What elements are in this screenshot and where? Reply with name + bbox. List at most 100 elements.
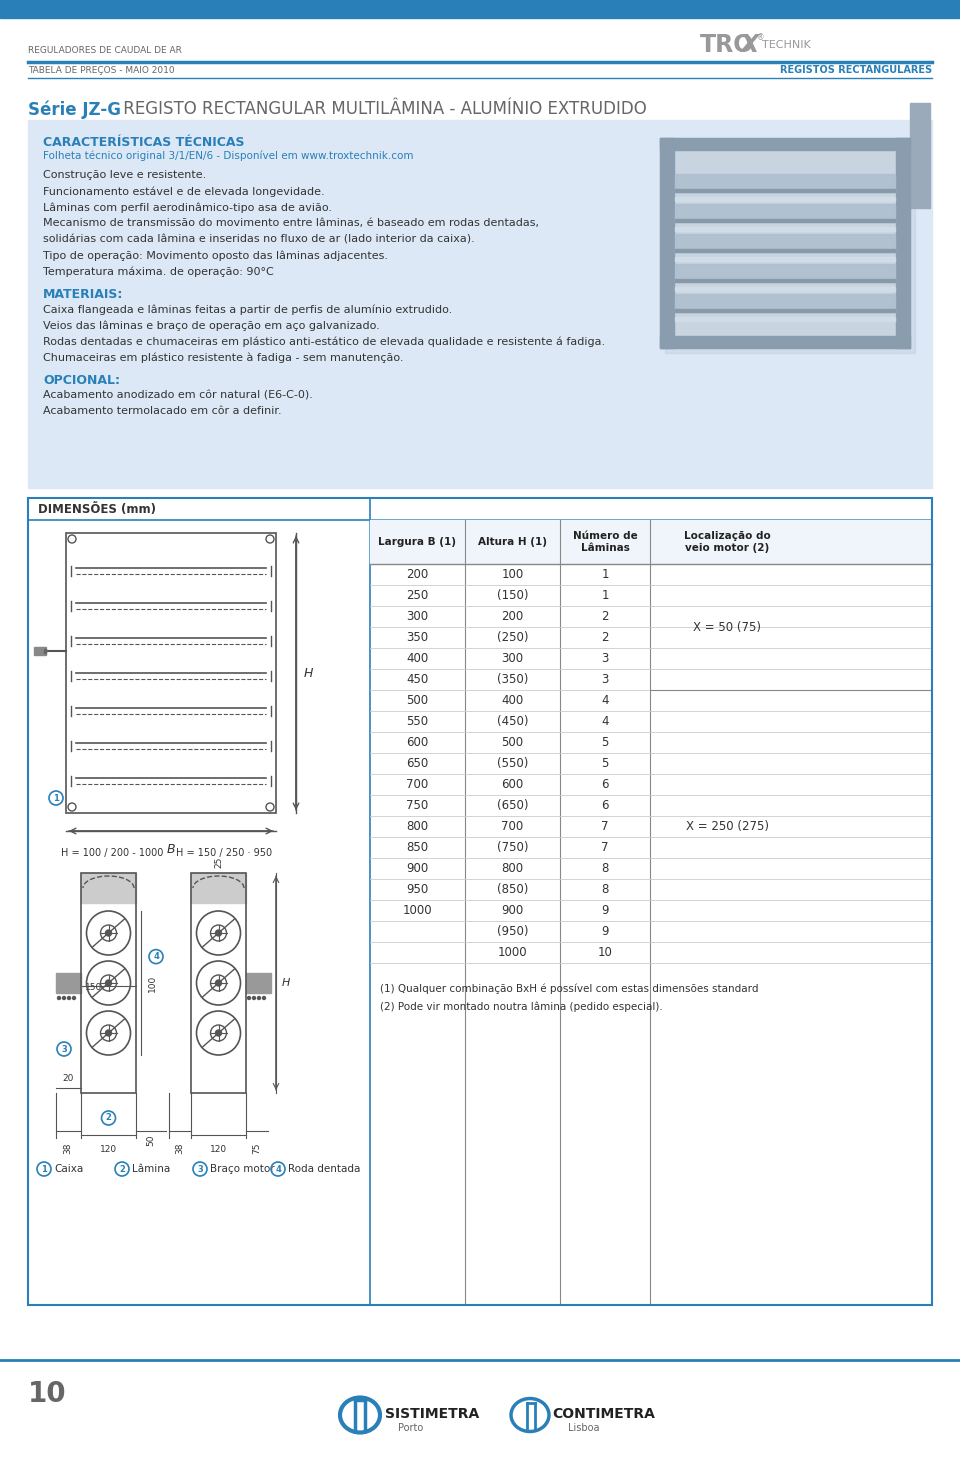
Text: 1: 1 [41,1165,47,1174]
Circle shape [106,980,111,986]
Text: 400: 400 [501,694,523,708]
Text: 9: 9 [601,905,609,916]
Text: 3: 3 [61,1044,67,1053]
Text: 4: 4 [601,715,609,728]
Text: (950): (950) [496,925,528,938]
Circle shape [106,1030,111,1036]
Bar [660,138,910,349]
Bar [370,521,932,563]
Text: 450: 450 [406,674,428,685]
Circle shape [252,996,255,999]
Circle shape [106,930,111,936]
Text: 100: 100 [148,974,157,991]
Bar [675,219,895,222]
Text: 750: 750 [406,799,428,812]
Text: Acabamento termolacado em côr a definir.: Acabamento termolacado em côr a definir. [43,406,281,416]
Bar [675,309,895,312]
Circle shape [257,996,260,999]
Text: TECHNIK: TECHNIK [762,40,811,50]
Text: 10: 10 [28,1380,66,1408]
Text: 25: 25 [214,856,223,868]
Text: 200: 200 [501,610,523,624]
Text: 38: 38 [63,1143,73,1155]
Bar [675,257,895,260]
Text: (250): (250) [496,631,528,644]
Text: (750): (750) [496,841,528,855]
Bar [675,197,895,202]
Text: (650): (650) [496,799,528,812]
Circle shape [62,996,65,999]
Text: 3: 3 [601,652,609,665]
Bar [191,872,246,1093]
Text: Chumaceiras em plástico resistente à fadiga - sem manutenção.: Chumaceiras em plástico resistente à fad… [43,352,403,362]
Text: (150): (150) [496,588,528,602]
Text: 8: 8 [601,883,609,896]
Bar [44,649,46,653]
Text: 700: 700 [501,819,523,833]
Text: Caixa: Caixa [54,1164,84,1174]
Text: 7: 7 [601,841,609,855]
Bar [660,138,910,150]
Text: Temperatura máxima. de operação: 90°C: Temperatura máxima. de operação: 90°C [43,266,274,277]
Text: OPCIONAL:: OPCIONAL: [43,374,120,387]
Text: Porto: Porto [398,1422,423,1433]
Text: 300: 300 [501,652,523,665]
Bar [191,872,246,903]
Text: X = 250 (275): X = 250 (275) [685,819,769,833]
Text: 900: 900 [406,862,428,875]
Text: CONTIMETRA: CONTIMETRA [552,1406,655,1421]
Bar [675,227,895,231]
Text: 2: 2 [601,610,609,624]
Text: Lisboa: Lisboa [568,1422,599,1433]
Text: 6: 6 [601,778,609,791]
Text: 4: 4 [276,1165,281,1174]
Text: 1: 1 [53,793,59,803]
Text: 2: 2 [106,1114,111,1122]
Text: 600: 600 [406,736,428,749]
Text: 120: 120 [210,1144,228,1155]
Text: 75: 75 [252,1143,261,1155]
Bar [675,287,895,291]
Text: 1: 1 [601,568,609,581]
Bar [675,174,895,193]
Text: REGISTO RECTANGULAR MULTILÂMINA - ALUMÍNIO EXTRUDIDO: REGISTO RECTANGULAR MULTILÂMINA - ALUMÍN… [118,100,647,118]
Text: 350: 350 [406,631,428,644]
Text: X = 50 (75): X = 50 (75) [693,621,761,634]
Text: solidárias com cada lâmina e inseridas no fluxo de ar (lado interior da caixa).: solidárias com cada lâmina e inseridas n… [43,234,475,244]
Bar [675,249,895,252]
Text: (2) Pode vir montado noutra lâmina (pedido especial).: (2) Pode vir montado noutra lâmina (pedi… [380,1000,662,1012]
Text: Largura B (1): Largura B (1) [378,537,457,547]
Text: TABELA DE PREÇOS - MAIO 2010: TABELA DE PREÇOS - MAIO 2010 [28,66,175,75]
Text: Lâminas com perfil aerodinâmico-tipo asa de avião.: Lâminas com perfil aerodinâmico-tipo asa… [43,202,332,212]
Bar [675,204,895,222]
Bar [28,499,932,521]
Text: H = 100 / 200 - 1000: H = 100 / 200 - 1000 [61,847,163,858]
Text: Veios das lâminas e braço de operação em aço galvanizado.: Veios das lâminas e braço de operação em… [43,321,380,331]
Text: 900: 900 [501,905,523,916]
Text: Roda dentada: Roda dentada [288,1164,360,1174]
Text: Braço motor: Braço motor [210,1164,275,1174]
Text: 1000: 1000 [402,905,432,916]
Bar [34,647,46,655]
Circle shape [262,996,266,999]
Text: Folheta técnico original 3/1/EN/6 - Disponível em www.troxtechnik.com: Folheta técnico original 3/1/EN/6 - Disp… [43,150,414,160]
Text: 850: 850 [406,841,428,855]
Bar [675,263,895,282]
Text: Tipo de operação: Movimento oposto das lâminas adjacentes.: Tipo de operação: Movimento oposto das l… [43,250,388,260]
Text: (350): (350) [497,674,528,685]
Text: REGISTOS RECTANGULARES: REGISTOS RECTANGULARES [780,65,932,75]
Text: 5: 5 [601,758,609,769]
Text: DIMENSÕES (mm): DIMENSÕES (mm) [38,503,156,516]
Bar [28,121,932,488]
Text: X: X [740,32,758,57]
Bar [675,279,895,282]
Text: (850): (850) [497,883,528,896]
Bar [660,138,674,349]
Text: 4: 4 [153,952,159,961]
Circle shape [67,996,70,999]
Bar [675,316,895,321]
Text: 6: 6 [601,799,609,812]
Circle shape [215,980,222,986]
Text: 38: 38 [176,1143,184,1155]
Text: Altura H (1): Altura H (1) [478,537,547,547]
